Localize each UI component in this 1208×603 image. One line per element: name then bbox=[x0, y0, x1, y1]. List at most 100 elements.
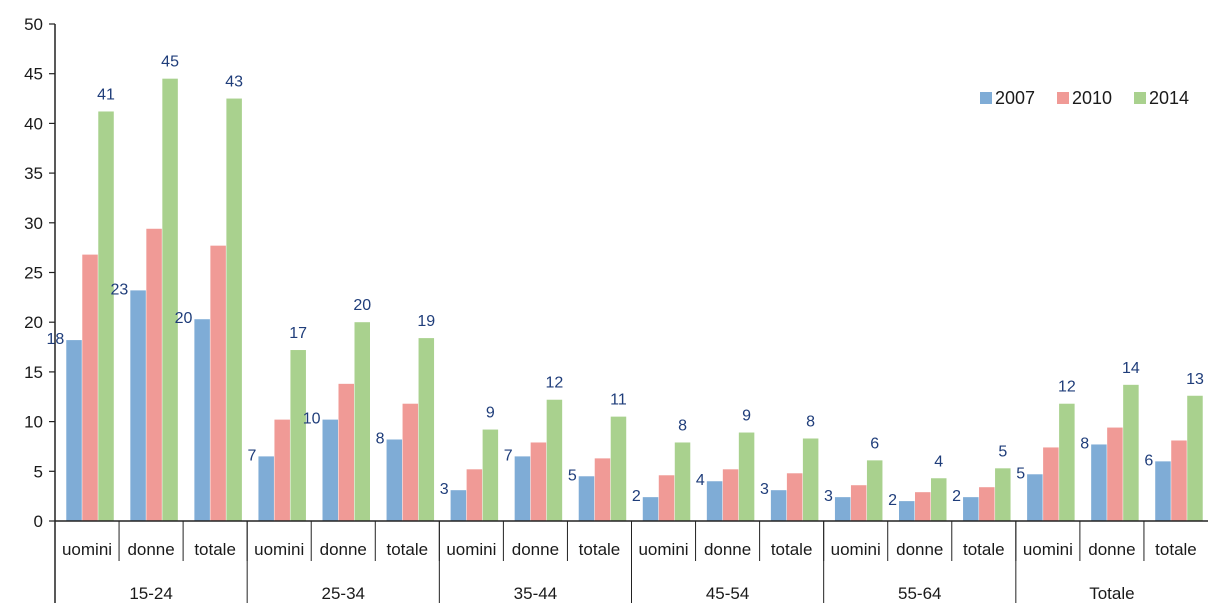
bar-2010-14 bbox=[979, 487, 995, 521]
data-label-2014-7: 12 bbox=[546, 375, 564, 392]
x-category-label: uomini bbox=[831, 540, 881, 559]
bar-2007-4 bbox=[322, 419, 338, 521]
bar-2007-13 bbox=[899, 501, 915, 521]
bar-2014-14 bbox=[995, 468, 1011, 521]
bar-2007-1 bbox=[130, 290, 146, 521]
legend-swatch-2010 bbox=[1057, 92, 1069, 104]
data-label-2007-4: 10 bbox=[303, 411, 321, 428]
bar-2014-8 bbox=[610, 416, 627, 521]
y-axis: 0 5 10 15 20 25 30 35 40 45 50 bbox=[24, 15, 56, 603]
x-category-label: donne bbox=[896, 540, 943, 559]
x-category-label: totale bbox=[963, 540, 1005, 559]
x-category-label: donne bbox=[127, 540, 174, 559]
x-category-label: totale bbox=[579, 540, 621, 559]
data-label-2007-9: 2 bbox=[632, 488, 641, 505]
y-tick-label: 50 bbox=[24, 15, 43, 34]
legend-label-2010: 2010 bbox=[1072, 88, 1112, 108]
data-label-2014-13: 4 bbox=[934, 453, 943, 470]
data-label-2007-17: 6 bbox=[1144, 452, 1153, 469]
legend-label-2007: 2007 bbox=[995, 88, 1035, 108]
bar-2014-9 bbox=[674, 442, 691, 521]
data-label-2007-0: 18 bbox=[46, 331, 64, 348]
data-label-2014-4: 20 bbox=[353, 297, 371, 314]
y-tick-label: 0 bbox=[34, 512, 43, 531]
data-label-2014-8: 11 bbox=[610, 392, 627, 409]
bar-2010-10 bbox=[722, 469, 739, 521]
y-tick-label: 35 bbox=[24, 164, 43, 183]
data-label-2014-9: 8 bbox=[678, 417, 687, 434]
data-label-2014-15: 12 bbox=[1058, 379, 1076, 396]
bar-2014-1 bbox=[162, 78, 178, 522]
bar-2007-10 bbox=[706, 481, 723, 521]
bar-2010-16 bbox=[1107, 427, 1123, 521]
x-category-label: donne bbox=[320, 540, 367, 559]
data-label-2007-5: 8 bbox=[376, 430, 385, 447]
bar-2007-8 bbox=[578, 476, 595, 521]
x-category-label: uomini bbox=[1023, 540, 1073, 559]
bar-2014-15 bbox=[1059, 403, 1075, 521]
y-tick-label: 15 bbox=[24, 363, 43, 382]
data-label-2014-6: 9 bbox=[486, 405, 495, 422]
y-tick-label: 10 bbox=[24, 413, 43, 432]
data-label-2007-13: 2 bbox=[888, 492, 897, 509]
data-label-2007-15: 5 bbox=[1016, 465, 1025, 482]
x-group-label: 25-34 bbox=[322, 584, 365, 603]
data-label-2014-17: 13 bbox=[1186, 371, 1204, 388]
bar-2014-5 bbox=[418, 338, 435, 521]
data-label-2014-0: 41 bbox=[97, 86, 115, 103]
bar-2010-0 bbox=[82, 254, 98, 521]
y-tick-label: 20 bbox=[24, 313, 43, 332]
data-label-2007-6: 3 bbox=[440, 481, 449, 498]
bar-2014-0 bbox=[98, 111, 114, 522]
x-group-label: 15-24 bbox=[129, 584, 172, 603]
bar-2007-7 bbox=[514, 456, 531, 521]
data-label-2007-10: 4 bbox=[696, 472, 705, 489]
bar-2014-6 bbox=[482, 429, 499, 521]
bar-2010-3 bbox=[274, 419, 290, 521]
data-label-2014-2: 43 bbox=[225, 74, 243, 91]
x-category-label: totale bbox=[194, 540, 236, 559]
data-label-2014-5: 19 bbox=[417, 313, 435, 330]
x-group-label: 55-64 bbox=[898, 584, 941, 603]
y-tick-label: 30 bbox=[24, 214, 43, 233]
data-labels: 1841234520437171020819397125112849383624… bbox=[46, 54, 1203, 509]
data-label-2014-14: 5 bbox=[998, 443, 1007, 460]
bar-2007-15 bbox=[1027, 474, 1043, 521]
bar-2007-16 bbox=[1091, 444, 1107, 521]
y-tick-label: 25 bbox=[24, 264, 43, 283]
data-label-2014-10: 9 bbox=[742, 408, 751, 425]
x-group-label: 45-54 bbox=[706, 584, 749, 603]
legend-label-2014: 2014 bbox=[1149, 88, 1189, 108]
bar-2010-11 bbox=[786, 473, 803, 521]
data-label-2007-2: 20 bbox=[175, 310, 193, 327]
x-category-label: totale bbox=[1155, 540, 1197, 559]
bar-2007-3 bbox=[258, 456, 274, 521]
bar-2014-2 bbox=[226, 98, 242, 522]
data-label-2014-1: 45 bbox=[161, 54, 179, 71]
x-category-label: donne bbox=[704, 540, 751, 559]
bar-2007-11 bbox=[770, 490, 787, 521]
x-category-label: donne bbox=[512, 540, 559, 559]
bar-2010-6 bbox=[466, 469, 483, 521]
data-label-2007-14: 2 bbox=[952, 488, 961, 505]
bar-2010-12 bbox=[850, 485, 867, 521]
bar-2014-17 bbox=[1187, 395, 1203, 521]
bar-2007-5 bbox=[386, 439, 403, 521]
bar-2010-2 bbox=[210, 245, 226, 522]
data-label-2014-11: 8 bbox=[806, 413, 815, 430]
x-category-label: totale bbox=[387, 540, 429, 559]
bar-2014-7 bbox=[546, 399, 563, 521]
x-axis: uomini donne totale uomini donne totale uomini… bbox=[54, 520, 1208, 603]
bar-2010-17 bbox=[1171, 440, 1187, 521]
x-group-label: Totale bbox=[1089, 584, 1134, 603]
data-label-2007-11: 3 bbox=[760, 481, 769, 498]
bar-2014-16 bbox=[1123, 384, 1139, 521]
x-category-label: uomini bbox=[254, 540, 304, 559]
bar-2007-2 bbox=[194, 319, 210, 521]
bar-2007-17 bbox=[1155, 461, 1171, 521]
data-label-2007-3: 7 bbox=[248, 447, 257, 464]
data-label-2007-16: 8 bbox=[1080, 435, 1089, 452]
x-group-label: 35-44 bbox=[514, 584, 557, 603]
data-label-2014-3: 17 bbox=[289, 325, 307, 342]
